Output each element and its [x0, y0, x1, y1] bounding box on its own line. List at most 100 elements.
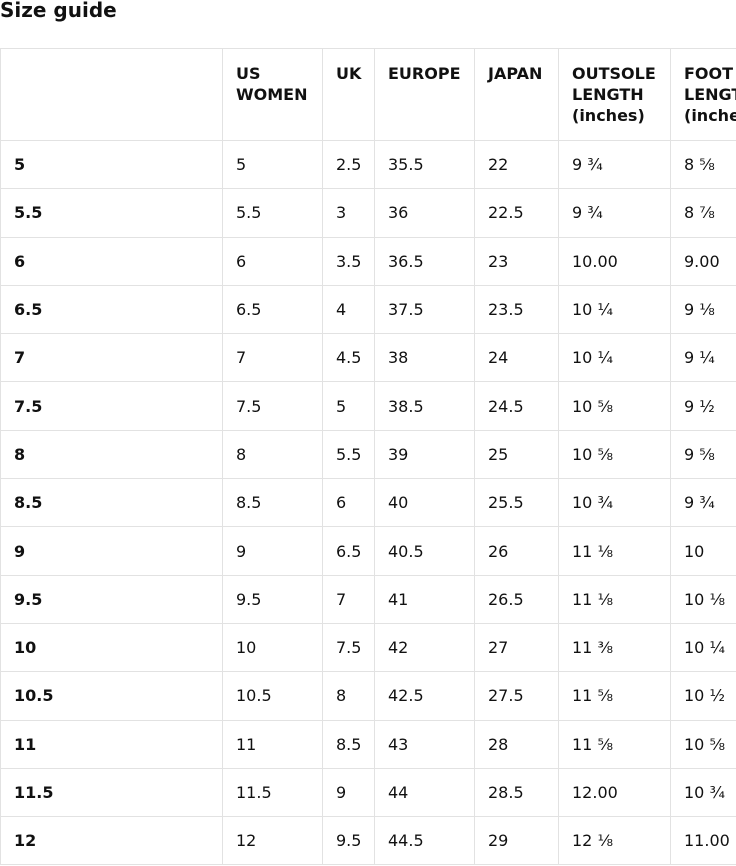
row-label: 6 [0, 236, 223, 286]
table-cell: 36.5 [374, 236, 475, 286]
table-cell: 24 [474, 333, 559, 383]
table-cell: 24.5 [474, 381, 559, 431]
table-cell: 44.5 [374, 816, 475, 866]
table-row: 12 12 9.5 44.5 29 12 ⅛ 11.00 [0, 816, 736, 866]
row-label: 6.5 [0, 284, 223, 335]
table-cell: 42 [374, 622, 475, 673]
table-cell: 28.5 [474, 767, 559, 818]
table-cell: 11.00 [670, 816, 736, 866]
table-row: 9 9 6.5 40.5 26 11 ⅛ 10 [0, 526, 736, 576]
row-label: 10 [0, 622, 223, 673]
table-cell: 11 ⅜ [558, 622, 671, 673]
table-cell: 10 ¼ [558, 333, 671, 383]
row-label: 9 [0, 526, 223, 576]
table-cell: 9.00 [670, 236, 736, 286]
table-cell: 6.5 [322, 526, 375, 576]
row-label: 11.5 [0, 767, 223, 818]
table-cell: 44 [374, 767, 475, 818]
table-cell: 26.5 [474, 574, 559, 624]
table-cell: 9 ⅛ [670, 284, 736, 335]
table-cell: 8 ⅞ [670, 188, 736, 238]
table-cell: 7.5 [322, 622, 375, 673]
table-cell: 11 ⅛ [558, 574, 671, 624]
table-row: 11 11 8.5 43 28 11 ⅝ 10 ⅝ [0, 719, 736, 769]
table-cell: 7 [322, 574, 375, 624]
table-cell: 10 [222, 622, 323, 673]
table-cell: 40.5 [374, 526, 475, 576]
table-cell: 25 [474, 429, 559, 480]
table-cell: 10 ⅝ [670, 719, 736, 769]
table-cell: 28 [474, 719, 559, 769]
row-label: 8 [0, 429, 223, 480]
table-cell: 42.5 [374, 671, 475, 721]
table-cell: 6 [222, 236, 323, 286]
table-cell: 5.5 [322, 429, 375, 480]
header-row: US WOMEN UK EUROPE JAPAN OUTSOLE LENGTH (inc… [0, 48, 736, 141]
table-cell: 8 [322, 671, 375, 721]
table-cell: 25.5 [474, 478, 559, 528]
table-row: 9.5 9.5 7 41 26.5 11 ⅛ 10 ⅛ [0, 574, 736, 624]
table-cell: 9 ⅝ [670, 429, 736, 480]
title: Size guide [0, 0, 117, 22]
table-cell: 3 [322, 188, 375, 238]
table-cell: 8.5 [322, 719, 375, 769]
table-cell: 11 ⅝ [558, 719, 671, 769]
table-cell: 10 ⅝ [558, 429, 671, 480]
table-cell: 10 ½ [670, 671, 736, 721]
table-row: 11.5 11.5 9 44 28.5 12.00 10 ¾ [0, 767, 736, 818]
table-cell: 41 [374, 574, 475, 624]
table-cell: 37.5 [374, 284, 475, 335]
table-cell: 26 [474, 526, 559, 576]
table-cell: 9 ¼ [670, 333, 736, 383]
header-cell: US WOMEN [222, 48, 323, 141]
row-label: 11 [0, 719, 223, 769]
size-table: US WOMEN UK EUROPE JAPAN OUTSOLE LENGTH (inc… [0, 48, 736, 866]
table-cell: 11 ⅛ [558, 526, 671, 576]
table-cell: 29 [474, 816, 559, 866]
table-row: 6 6 3.5 36.5 23 10.00 9.00 [0, 236, 736, 286]
table-cell: 3.5 [322, 236, 375, 286]
table-cell: 10 ¼ [670, 622, 736, 673]
table-cell: 11.5 [222, 767, 323, 818]
table-cell: 10 ¼ [558, 284, 671, 335]
table-cell: 7.5 [222, 381, 323, 431]
header-cell: FOOT LENGTH (inches) [670, 48, 736, 141]
table-cell: 5 [222, 139, 323, 190]
table-cell: 10.00 [558, 236, 671, 286]
table-cell: 8 ⅝ [670, 139, 736, 190]
row-label: 12 [0, 816, 223, 866]
table-cell: 5.5 [222, 188, 323, 238]
table-cell: 27 [474, 622, 559, 673]
table-cell: 38 [374, 333, 475, 383]
table-cell: 35.5 [374, 139, 475, 190]
table-cell: 9.5 [222, 574, 323, 624]
table-cell: 10 [670, 526, 736, 576]
table-cell: 6.5 [222, 284, 323, 335]
table-cell: 4 [322, 284, 375, 335]
table-cell: 11 ⅝ [558, 671, 671, 721]
table-cell: 2.5 [322, 139, 375, 190]
table-cell: 10 ⅝ [558, 381, 671, 431]
table-cell: 10.5 [222, 671, 323, 721]
table-cell: 23.5 [474, 284, 559, 335]
table-cell: 43 [374, 719, 475, 769]
row-label: 5.5 [0, 188, 223, 238]
table-cell: 38.5 [374, 381, 475, 431]
table-cell: 36 [374, 188, 475, 238]
table-row: 10.5 10.5 8 42.5 27.5 11 ⅝ 10 ½ [0, 671, 736, 721]
table-cell: 6 [322, 478, 375, 528]
table-cell: 9 ¾ [558, 188, 671, 238]
table-cell: 27.5 [474, 671, 559, 721]
table-cell: 9.5 [322, 816, 375, 866]
table-cell: 22.5 [474, 188, 559, 238]
table-cell: 12.00 [558, 767, 671, 818]
table-cell: 12 [222, 816, 323, 866]
